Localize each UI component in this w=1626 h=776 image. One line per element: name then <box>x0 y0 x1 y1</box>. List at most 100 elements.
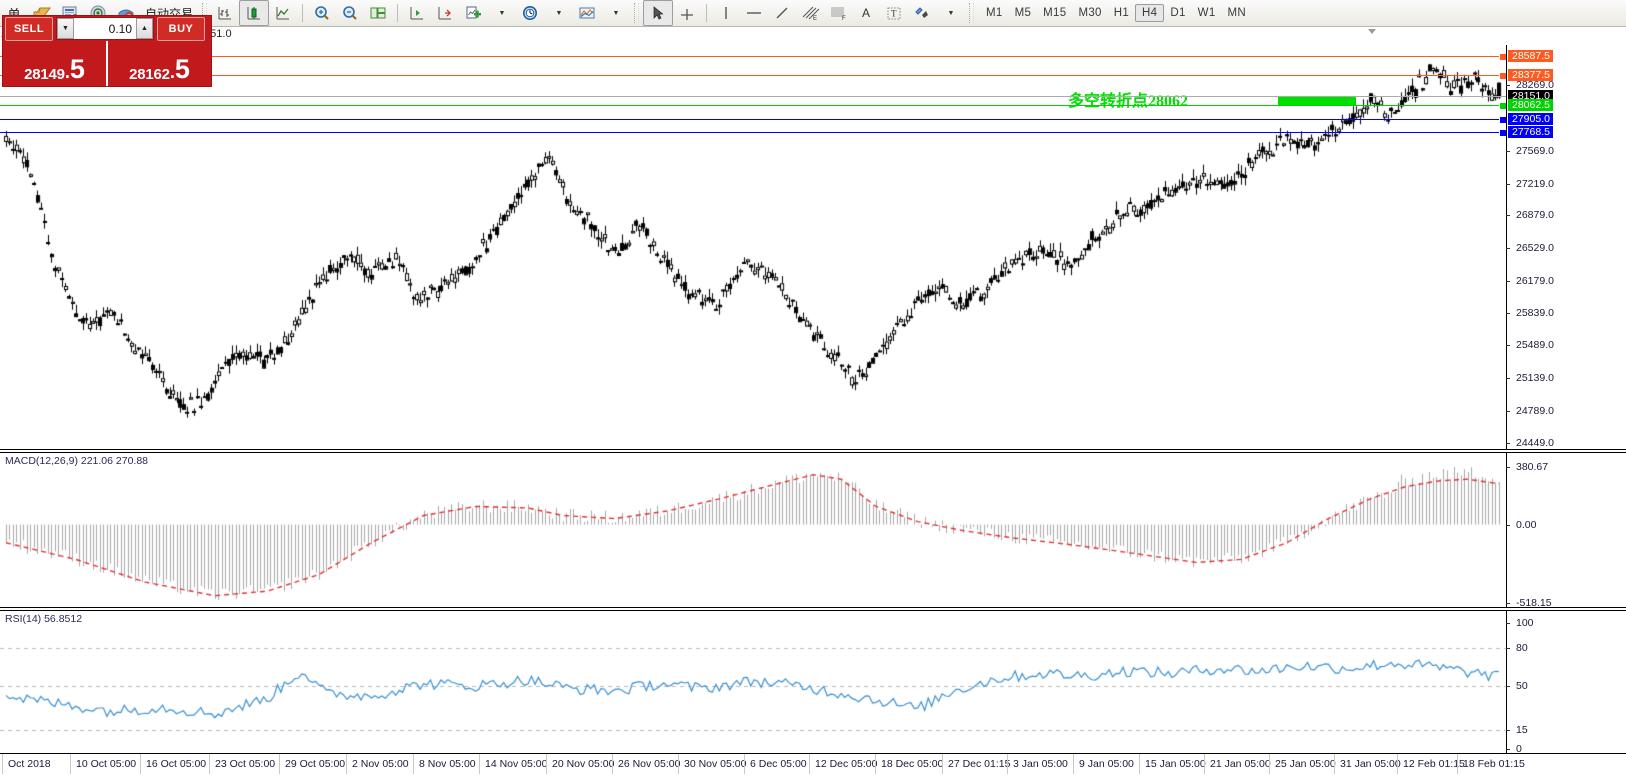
macd-axis[interactable]: 380.67 0.00 -518.15 <box>1506 453 1626 609</box>
price-level-tag[interactable]: 27768.5 <box>1508 126 1553 139</box>
period-clock-icon[interactable] <box>516 1 544 25</box>
rsi-tick-mark <box>1506 686 1510 687</box>
buy-price-dot: . <box>169 62 175 82</box>
time-tick-separator <box>140 754 141 774</box>
time-tick-separator <box>1269 754 1270 774</box>
one-click-trading-panel[interactable]: SELL ▼ 0.10 ▲ BUY 28149 . 5 28162 . 5 <box>2 15 212 87</box>
chart-autoscroll-icon[interactable] <box>431 1 459 25</box>
rsi-axis-divider <box>1506 611 1507 753</box>
price-tick-mark <box>1506 312 1510 314</box>
time-axis-label: 6 Dec 05:00 <box>750 758 807 770</box>
chart-area[interactable]: HK50-,H4 28296.5 28296.5 28124.0 28151.0… <box>0 27 1626 775</box>
new-chart-dropdown-caret[interactable]: ▼ <box>498 9 506 17</box>
timeframe-d1[interactable]: D1 <box>1170 7 1186 19</box>
time-axis-label: 10 Oct 05:00 <box>76 758 137 770</box>
sell-price-cell[interactable]: 28149 . 5 <box>3 41 106 86</box>
price-level-line[interactable] <box>0 75 1506 77</box>
macd-tick-label: -518.15 <box>1516 597 1552 609</box>
chart-scroll-indicator[interactable] <box>0 27 1626 37</box>
timeframe-m15[interactable]: M15 <box>1043 7 1067 19</box>
price-tick-label: 25489.0 <box>1516 339 1554 352</box>
buy-button[interactable]: BUY <box>157 16 205 41</box>
zoom-in-icon[interactable] <box>308 1 336 25</box>
sell-button[interactable]: SELL <box>5 16 53 41</box>
time-tick-separator <box>612 754 613 774</box>
time-tick-separator <box>744 754 745 774</box>
lot-increase-button[interactable]: ▲ <box>136 18 153 39</box>
text-box-icon[interactable]: T <box>880 1 908 25</box>
zoom-out-icon[interactable] <box>336 1 364 25</box>
time-axis-label: 21 Jan 05:00 <box>1210 758 1271 770</box>
timeframe-mn[interactable]: MN <box>1227 7 1247 19</box>
time-tick-separator <box>678 754 679 774</box>
time-tick-separator <box>70 754 71 774</box>
time-axis-label: 14 Nov 05:00 <box>485 758 548 770</box>
rsi-axis[interactable]: 100 80 50 15 0 <box>1506 611 1626 755</box>
price-level-line[interactable] <box>0 119 1506 121</box>
timeframe-h1[interactable]: H1 <box>1113 7 1130 19</box>
arrows-shapes-icon[interactable] <box>908 1 936 25</box>
period-dropdown-caret[interactable]: ▼ <box>555 9 563 17</box>
price-tick-label: 27219.0 <box>1516 177 1554 190</box>
price-level-tag[interactable]: 27905.0 <box>1508 113 1553 126</box>
time-axis-label: 2 Nov 05:00 <box>352 758 409 770</box>
price-tick-mark <box>1506 215 1510 217</box>
price-level-tag[interactable]: 28377.5 <box>1508 69 1553 82</box>
candlestick-canvas <box>0 45 1506 449</box>
pane-divider <box>0 449 1626 450</box>
price-level-line[interactable] <box>0 55 1506 57</box>
new-chart-icon[interactable] <box>459 1 487 25</box>
timeframe-m30[interactable]: M30 <box>1078 7 1102 19</box>
rsi-tick-mark <box>1506 749 1510 750</box>
svg-text:F: F <box>842 16 846 22</box>
chart-shift-icon[interactable] <box>403 1 431 25</box>
horizontal-line-icon[interactable] <box>740 1 768 25</box>
price-axis[interactable]: 28269.0 27569.0 27219.0 26879.0 26529.0 26179… <box>1506 45 1626 449</box>
time-axis-label: 15 Jan 05:00 <box>1145 758 1206 770</box>
current-price-line <box>0 96 1506 98</box>
timeframe-h4[interactable]: H4 <box>1135 4 1165 22</box>
price-level-line[interactable] <box>0 104 1506 106</box>
tile-windows-icon[interactable] <box>364 1 392 25</box>
timeframe-m5[interactable]: M5 <box>1014 7 1032 19</box>
history-folder-icon[interactable] <box>28 1 56 25</box>
timeframe-m1[interactable]: M1 <box>986 7 1003 19</box>
lot-size-value[interactable]: 0.10 <box>108 21 132 36</box>
price-level-tag[interactable]: 28062.5 <box>1508 98 1553 111</box>
time-axis-label: 27 Dec 01:15 <box>948 758 1011 770</box>
lot-size-input[interactable]: ▼ 0.10 ▲ <box>56 17 154 40</box>
pane-divider <box>0 452 1626 453</box>
svg-text:E: E <box>813 16 817 22</box>
macd-tick-label: 380.67 <box>1516 461 1549 473</box>
candlestick-chart-icon[interactable] <box>239 0 270 26</box>
timeframe-w1[interactable]: W1 <box>1197 7 1216 19</box>
price-level-tag[interactable]: 28587.5 <box>1508 49 1553 62</box>
price-pane[interactable]: 多空转折点28062 <box>0 45 1507 449</box>
time-tick-separator <box>546 754 547 774</box>
trendline-icon[interactable] <box>768 1 796 25</box>
vertical-line-icon[interactable] <box>712 1 740 25</box>
rsi-pane[interactable]: RSI(14) 56.8512 <box>0 611 1506 753</box>
buy-price-cell[interactable]: 28162 . 5 <box>106 41 211 86</box>
indicators-dropdown-caret[interactable]: ▼ <box>612 9 620 17</box>
scroll-arrow-right[interactable] <box>1368 29 1376 34</box>
price-level-line[interactable] <box>0 132 1506 134</box>
macd-tick-mark <box>1506 467 1510 468</box>
equidistant-channel-icon[interactable]: E <box>796 1 824 25</box>
price-tick-label: 26179.0 <box>1516 274 1554 287</box>
cursor-icon[interactable] <box>643 0 674 26</box>
time-tick-separator <box>875 754 876 774</box>
price-tick-mark <box>1506 378 1510 380</box>
macd-pane[interactable]: MACD(12,26,9) 221.06 270.88 <box>0 453 1506 607</box>
time-tick-separator <box>2 754 3 774</box>
arrows-dropdown-caret[interactable]: ▼ <box>947 9 955 17</box>
line-chart-icon[interactable] <box>269 1 297 25</box>
crosshair-icon[interactable] <box>673 1 701 25</box>
fibonacci-icon[interactable]: F <box>824 1 852 25</box>
bar-chart-icon[interactable] <box>211 1 239 25</box>
lot-decrease-button[interactable]: ▼ <box>57 18 74 39</box>
indicators-icon[interactable] <box>573 1 601 25</box>
text-label-icon[interactable]: A <box>862 6 871 20</box>
time-axis-label: 3 Jan 05:00 <box>1013 758 1068 770</box>
time-axis[interactable]: Oct 2018 10 Oct 05:00 16 Oct 05:00 23 Oct 0… <box>0 754 1525 776</box>
